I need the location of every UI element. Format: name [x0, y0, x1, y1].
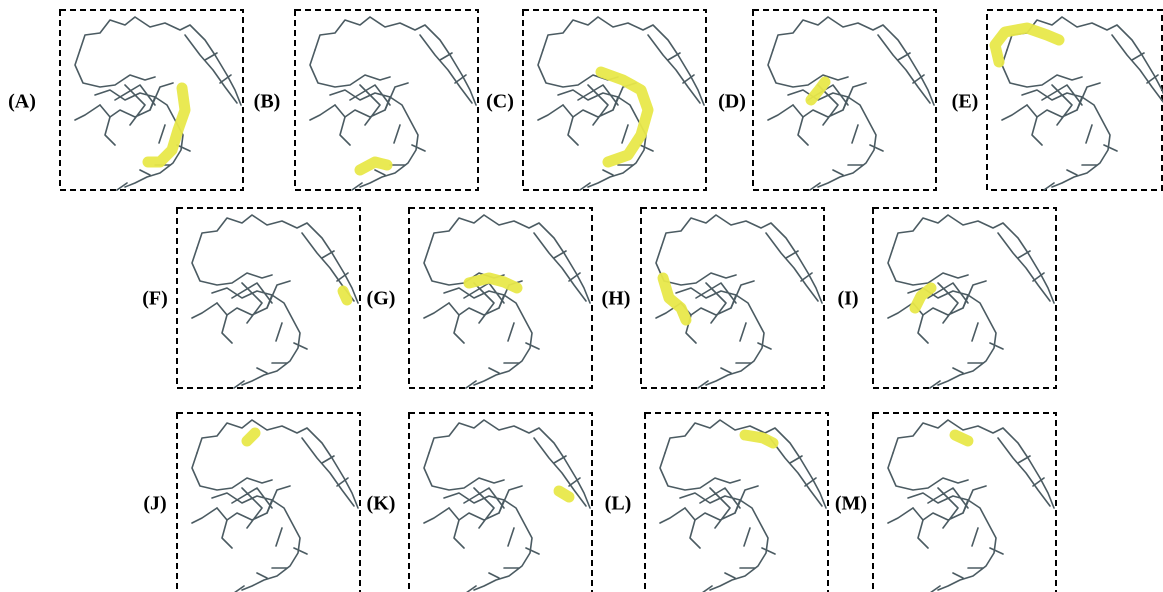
panel — [873, 208, 1056, 388]
panel — [641, 208, 824, 388]
panel-label: (J) — [143, 493, 166, 515]
molecule-image — [310, 17, 476, 190]
panel — [523, 10, 706, 190]
highlight — [745, 435, 773, 443]
panel-label: (D) — [718, 91, 746, 113]
highlight — [247, 433, 255, 441]
molecule — [768, 17, 934, 190]
panel-label: (L) — [605, 493, 632, 515]
highlight — [469, 278, 517, 288]
highlight — [955, 435, 968, 441]
molecule-image — [424, 420, 590, 592]
molecule — [888, 420, 1054, 592]
panel — [177, 208, 360, 388]
panel-label: (H) — [602, 288, 631, 310]
molecule — [192, 420, 358, 592]
highlight — [360, 162, 387, 170]
molecule-image — [538, 17, 704, 190]
panel — [873, 413, 1056, 592]
molecule-image — [888, 215, 1054, 388]
panel-label: (M) — [835, 493, 867, 515]
molecule-image — [424, 215, 590, 388]
molecule — [192, 215, 358, 388]
highlight — [601, 72, 648, 162]
molecule-image — [656, 215, 822, 388]
figure: (A) (B) (C) (D) (E) (F) (G) (H) (I) (J) (K) (L) (M) — [0, 0, 1163, 592]
panel — [409, 413, 592, 592]
molecule-image — [768, 17, 934, 190]
panel-label: (A) — [8, 91, 36, 113]
panel-label: (I) — [837, 288, 858, 310]
molecule — [660, 420, 826, 592]
panel — [645, 413, 828, 592]
panel — [177, 413, 360, 592]
molecule-image — [888, 420, 1054, 592]
molecule-image — [660, 420, 826, 592]
panel — [295, 10, 478, 190]
molecule — [424, 420, 590, 592]
panel — [987, 10, 1163, 190]
molecule-image — [192, 420, 358, 592]
molecule-image — [192, 215, 358, 388]
molecule — [310, 17, 476, 190]
molecule-image — [995, 17, 1163, 190]
molecule — [538, 17, 704, 190]
molecule — [1002, 17, 1163, 190]
molecule-image — [75, 17, 241, 190]
panel — [753, 10, 936, 190]
panel-label: (G) — [367, 288, 396, 310]
panel-label: (K) — [367, 493, 396, 515]
panel-label: (E) — [952, 91, 979, 113]
panel-label: (C) — [486, 91, 514, 113]
panel-label: (B) — [254, 91, 281, 113]
panel-frame — [987, 10, 1162, 190]
molecule — [424, 215, 590, 388]
panel — [60, 10, 243, 190]
highlight — [343, 291, 347, 300]
panel-label: (F) — [142, 288, 168, 310]
panel — [409, 208, 592, 388]
highlight — [559, 491, 569, 497]
